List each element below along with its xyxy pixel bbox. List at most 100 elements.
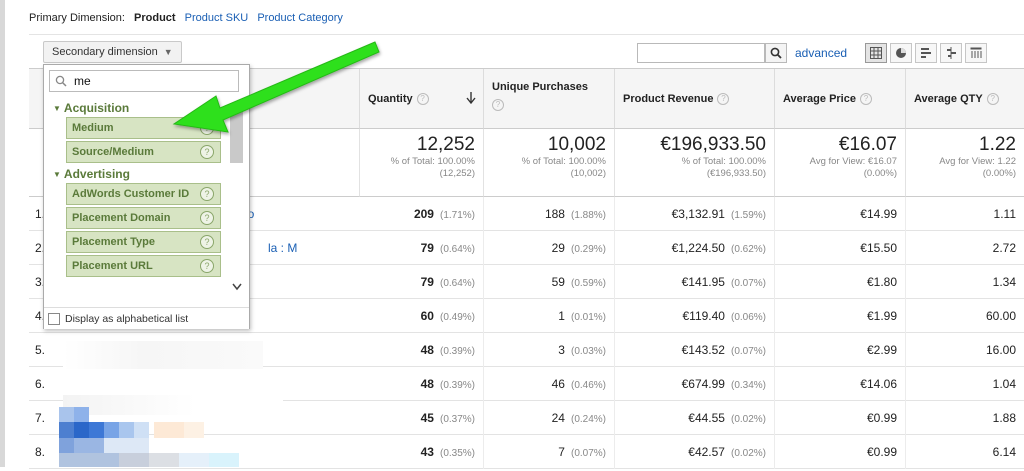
summary-unique-purchases-value: 10,002	[547, 134, 606, 155]
primary-dimension-product[interactable]: Product	[134, 12, 176, 24]
cell-quantity: 48 (0.39%)	[360, 367, 484, 401]
advanced-filter-link[interactable]: advanced	[795, 46, 848, 60]
help-icon[interactable]: ?	[986, 93, 999, 106]
cell-unique-purchases: 7 (0.07%)	[484, 435, 615, 469]
cell-unique-purchases-value: 24	[551, 411, 565, 425]
primary-dimension-product-category[interactable]: Product Category	[257, 12, 343, 24]
summary-quantity: 12,252 % of Total: 100.00% (12,252)	[360, 129, 484, 197]
caret-down-icon: ▼	[53, 103, 61, 113]
cell-unique-purchases-value: 59	[551, 275, 565, 289]
option-adwords-customer-id[interactable]: AdWords Customer ID?	[66, 183, 221, 205]
table-view-icon[interactable]	[865, 43, 887, 63]
summary-average-price-value: €16.07	[838, 134, 897, 155]
help-icon[interactable]: ?	[200, 187, 214, 201]
left-edge-bar	[0, 0, 5, 467]
cell-product-revenue-percent: (0.07%)	[730, 278, 766, 289]
cell-average-price: €1.80	[775, 265, 906, 299]
cell-unique-purchases-value: 29	[551, 241, 565, 255]
cell-unique-purchases-percent: (0.03%)	[570, 346, 606, 357]
secondary-dimension-label: Secondary dimension	[52, 46, 158, 58]
dimension-search-value: me	[74, 74, 91, 88]
cell-product-revenue-percent: (0.34%)	[730, 380, 766, 391]
cell-quantity-percent: (0.35%)	[439, 448, 475, 459]
header-quantity-label: Quantity	[368, 93, 413, 105]
cell-average-price: €0.99	[775, 401, 906, 435]
table-search-input[interactable]	[637, 43, 765, 63]
help-icon[interactable]: ?	[200, 145, 214, 159]
help-icon[interactable]: ?	[200, 235, 214, 249]
cell-quantity-value: 45	[420, 411, 434, 425]
sort-descending-icon[interactable]	[466, 92, 476, 104]
option-placement-type[interactable]: Placement Type?	[66, 231, 221, 253]
cell-unique-purchases-percent: (0.29%)	[570, 244, 606, 255]
cell-product-revenue: €1,224.50 (0.62%)	[615, 231, 775, 265]
cell-quantity: 43 (0.35%)	[360, 435, 484, 469]
row-index: 8.	[35, 445, 46, 459]
cell-quantity-value: 209	[413, 207, 434, 221]
pie-view-icon[interactable]	[890, 43, 912, 63]
dropdown-scrollbar-thumb[interactable]	[230, 103, 243, 163]
option-placement-domain[interactable]: Placement Domain?	[66, 207, 221, 229]
help-icon[interactable]: ?	[200, 211, 214, 225]
cell-average-qty-value: 60.00	[985, 309, 1016, 323]
secondary-dimension-button[interactable]: Secondary dimension ▼	[43, 41, 182, 63]
primary-dimension-label: Primary Dimension:	[29, 12, 125, 24]
cell-unique-purchases-percent: (0.01%)	[570, 312, 606, 323]
product-link[interactable]: la : M	[268, 241, 298, 255]
cell-quantity: 60 (0.49%)	[360, 299, 484, 333]
header-average-qty[interactable]: Average QTY?	[906, 69, 1024, 129]
bar-view-icon[interactable]	[915, 43, 937, 63]
cell-quantity: 48 (0.39%)	[360, 333, 484, 367]
category-acquisition[interactable]: ▼ Acquisition	[53, 101, 130, 115]
search-button[interactable]	[765, 43, 787, 63]
summary-average-qty-value: 1.22	[979, 134, 1016, 155]
summary-unique-purchases: 10,002 % of Total: 100.00% (10,002)	[484, 129, 615, 197]
cell-average-price-value: €2.99	[866, 343, 897, 357]
cell-quantity: 209 (1.71%)	[360, 197, 484, 231]
help-icon[interactable]: ?	[859, 93, 872, 106]
summary-average-price: €16.07 Avg for View: €16.07 (0.00%)	[775, 129, 906, 197]
cell-unique-purchases-value: 7	[558, 445, 565, 459]
header-average-qty-label: Average QTY	[914, 93, 983, 105]
cell-average-price-value: €1.99	[866, 309, 897, 323]
cell-average-qty: 1.11	[906, 197, 1024, 231]
option-placement-url[interactable]: Placement URL?	[66, 255, 221, 277]
help-icon[interactable]: ?	[717, 93, 730, 106]
cell-quantity: 45 (0.37%)	[360, 401, 484, 435]
cell-product-revenue-value: €44.55	[688, 411, 725, 425]
cell-product-revenue-value: €674.99	[681, 377, 725, 391]
dimension-search-field[interactable]: me	[49, 70, 239, 92]
help-icon[interactable]: ?	[492, 99, 504, 111]
help-icon[interactable]: ?	[416, 93, 429, 106]
cell-product-revenue-percent: (0.62%)	[730, 244, 766, 255]
pivot-view-icon[interactable]	[965, 43, 987, 63]
caret-down-icon: ▼	[53, 169, 61, 179]
cell-quantity-percent: (1.71%)	[439, 210, 475, 221]
chevron-down-icon: ▼	[163, 47, 173, 57]
cell-product-revenue: €44.55 (0.02%)	[615, 401, 775, 435]
scroll-down-icon[interactable]	[232, 283, 242, 291]
header-average-price-label: Average Price	[783, 93, 856, 105]
option-source-medium[interactable]: Source/Medium?	[66, 141, 221, 163]
category-advertising[interactable]: ▼ Advertising	[53, 167, 130, 181]
comparison-view-icon[interactable]	[940, 43, 962, 63]
cell-unique-purchases-percent: (0.59%)	[570, 278, 606, 289]
header-unique-purchases[interactable]: Unique Purchases ?	[484, 69, 615, 129]
primary-dimension-product-sku[interactable]: Product SKU	[184, 12, 249, 24]
cell-quantity-value: 43	[420, 445, 434, 459]
header-product-revenue[interactable]: Product Revenue?	[615, 69, 775, 129]
cell-unique-purchases: 3 (0.03%)	[484, 333, 615, 367]
row-index: 6.	[35, 377, 46, 391]
summary-quantity-value: 12,252	[416, 134, 475, 155]
header-quantity[interactable]: Quantity?	[360, 69, 484, 129]
table-toolbar: Secondary dimension ▼ advanced	[29, 34, 1024, 68]
cell-quantity-percent: (0.64%)	[439, 278, 475, 289]
help-icon[interactable]: ?	[200, 259, 214, 273]
alphabetical-list-checkbox[interactable]	[48, 313, 60, 325]
search-icon	[770, 47, 782, 59]
header-average-price[interactable]: Average Price?	[775, 69, 906, 129]
summary-quantity-percent: % of Total: 100.00%	[390, 156, 475, 167]
cell-unique-purchases-value: 1	[558, 309, 565, 323]
cell-unique-purchases: 188 (1.88%)	[484, 197, 615, 231]
summary-average-qty: 1.22 Avg for View: 1.22 (0.00%)	[906, 129, 1024, 197]
